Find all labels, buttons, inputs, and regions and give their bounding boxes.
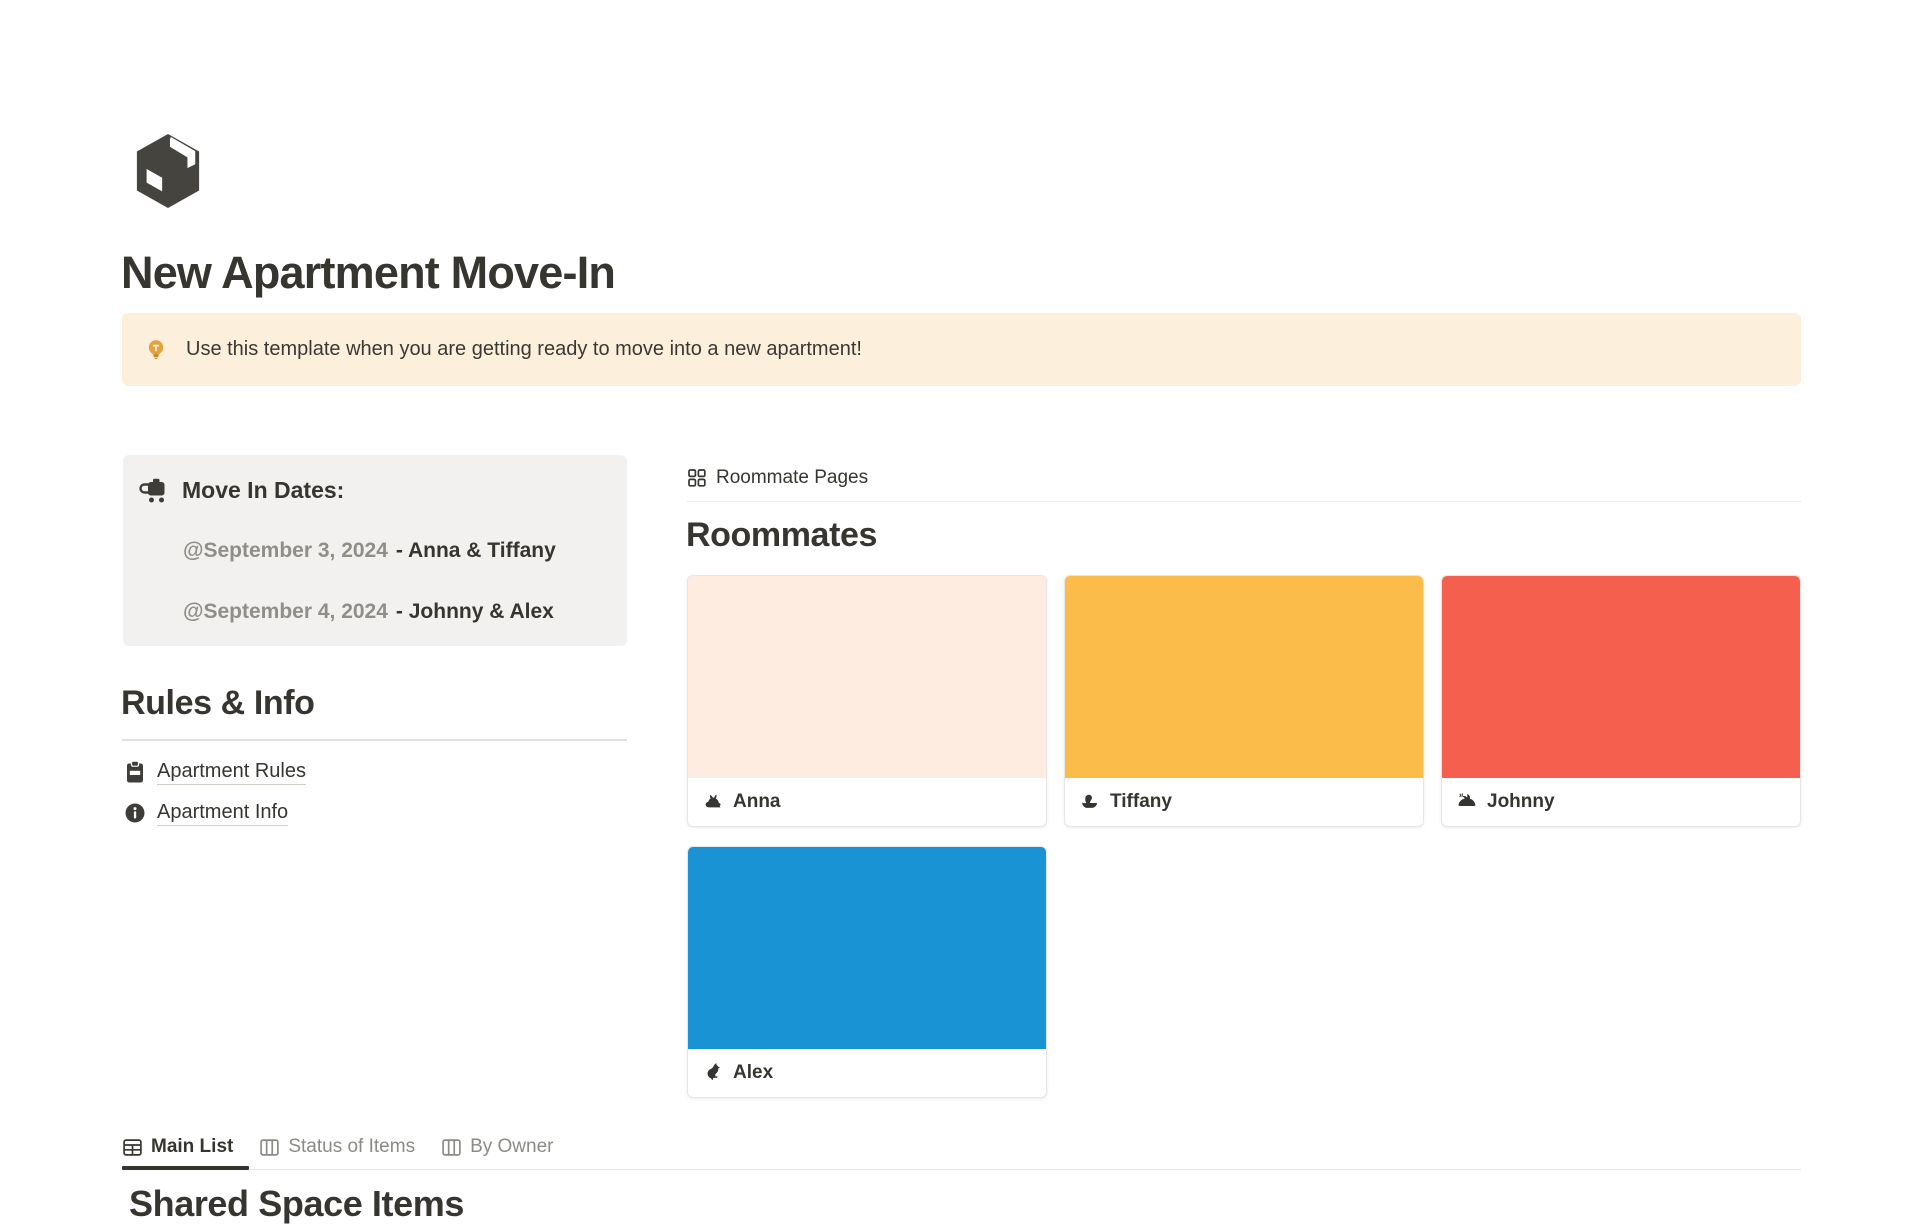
tab-label: Status of Items: [288, 1136, 416, 1157]
info-circle-icon: [124, 802, 146, 824]
lightbulb-icon[interactable]: [143, 337, 169, 363]
tab-by-owner[interactable]: By Owner: [441, 1136, 554, 1158]
roommates-heading: Roommates: [686, 516, 878, 554]
roommate-names: - Johnny & Alex: [395, 600, 554, 623]
move-in-entry: @September 4, 2024 - Johnny & Alex: [183, 600, 554, 624]
table-view-icon: [122, 1137, 143, 1158]
roommate-card-tiffany[interactable]: Tiffany: [1064, 575, 1424, 827]
tab-label: By Owner: [470, 1136, 554, 1157]
shared-space-items-heading: Shared Space Items: [129, 1183, 464, 1224]
tab-main-list[interactable]: Main List: [122, 1136, 233, 1158]
apartment-rules-link[interactable]: Apartment Rules: [124, 757, 306, 787]
clipboard-icon: [124, 760, 146, 784]
tab-status-of-items[interactable]: Status of Items: [259, 1136, 415, 1158]
divider: [122, 739, 627, 741]
apartment-info-link[interactable]: Apartment Info: [124, 798, 289, 828]
template-callout[interactable]: Use this template when you are getting r…: [122, 313, 1801, 386]
view-label[interactable]: Roommate Pages: [716, 467, 869, 488]
rules-info-heading: Rules & Info: [121, 684, 315, 722]
swan-icon: [1079, 791, 1101, 813]
roommate-names: - Anna & Tiffany: [395, 539, 556, 562]
card-title: Johnny: [1487, 791, 1555, 812]
active-tab-underline: [122, 1166, 249, 1170]
tab-label: Main List: [151, 1136, 234, 1157]
card-title: Alex: [733, 1062, 774, 1083]
move-in-dates-panel[interactable]: Move In Dates: @September 3, 2024 - Anna …: [123, 455, 627, 646]
page-link-label[interactable]: Apartment Rules: [157, 760, 306, 785]
rabbit-icon: [702, 791, 724, 813]
rooster-icon: [702, 1062, 724, 1084]
roommates-gallery: Anna Tiffany Johnny: [687, 575, 1801, 1098]
move-in-entry: @September 3, 2024 - Anna & Tiffany: [183, 539, 556, 563]
date-mention[interactable]: @September 4, 2024: [183, 600, 388, 623]
package-box-icon[interactable]: [133, 132, 203, 210]
roommate-card-alex[interactable]: Alex: [687, 846, 1047, 1098]
board-view-icon: [259, 1137, 280, 1158]
divider: [122, 1169, 1801, 1170]
divider: [687, 501, 1801, 502]
card-title: Tiffany: [1110, 791, 1172, 812]
card-title: Anna: [733, 791, 781, 812]
date-mention[interactable]: @September 3, 2024: [183, 539, 388, 562]
callout-text: Use this template when you are getting r…: [186, 338, 862, 360]
card-cover: [688, 576, 1046, 778]
page-title[interactable]: New Apartment Move-In: [121, 247, 616, 298]
roommate-card-johnny[interactable]: Johnny: [1441, 575, 1801, 827]
card-cover: [1442, 576, 1800, 778]
move-in-dates-heading: Move In Dates:: [182, 476, 345, 503]
database-view-tabs: Main List Status of Items By Owner: [122, 1129, 554, 1165]
gallery-view-icon: [687, 468, 707, 488]
page-link-label[interactable]: Apartment Info: [157, 801, 289, 826]
board-view-icon: [441, 1137, 462, 1158]
roommate-card-anna[interactable]: Anna: [687, 575, 1047, 827]
roommate-pages-view-tab[interactable]: Roommate Pages: [687, 464, 868, 492]
card-cover: [1065, 576, 1423, 778]
whale-icon: [1456, 791, 1478, 813]
card-cover: [688, 847, 1046, 1049]
luggage-cart-icon: [138, 476, 169, 504]
